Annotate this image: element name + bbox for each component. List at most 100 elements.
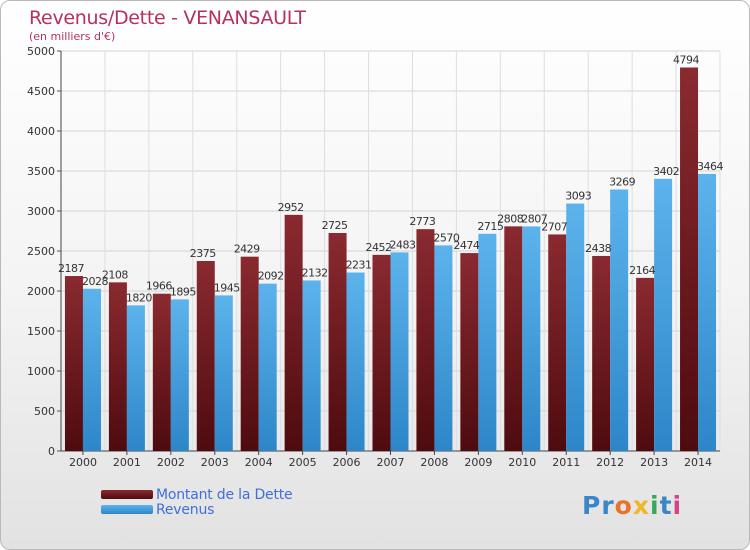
data-label: 3093 xyxy=(565,190,591,203)
logo-letter: t xyxy=(659,491,673,520)
x-tick-label: 2014 xyxy=(684,456,712,469)
legend-item-revenus: Revenus xyxy=(101,501,292,518)
x-tick-label: 2011 xyxy=(552,456,580,469)
y-tick-label: 1000 xyxy=(27,365,55,378)
bar-dette xyxy=(328,233,347,451)
y-tick-label: 1500 xyxy=(27,325,55,338)
y-tick-label: 4500 xyxy=(27,85,55,98)
x-tick-label: 2000 xyxy=(69,456,97,469)
data-label: 2164 xyxy=(629,264,655,277)
logo-letter: P xyxy=(582,491,602,520)
bar-dette xyxy=(416,229,435,451)
bar-revenus xyxy=(346,272,365,451)
bar-dette xyxy=(64,276,83,451)
bar-revenus xyxy=(214,295,233,451)
x-tick-label: 2013 xyxy=(640,456,668,469)
bar-revenus xyxy=(258,283,277,451)
bar-dette xyxy=(592,255,611,451)
data-label: 2438 xyxy=(585,242,611,255)
bar-dette xyxy=(460,253,479,451)
bar-dette xyxy=(504,226,523,451)
data-label: 4794 xyxy=(673,53,699,66)
x-tick-label: 2009 xyxy=(464,456,492,469)
bar-dette xyxy=(284,214,303,451)
data-label: 2028 xyxy=(82,275,108,288)
data-label: 2707 xyxy=(541,220,567,233)
data-label: 2187 xyxy=(58,262,84,275)
bars xyxy=(64,67,717,452)
bar-revenus xyxy=(478,233,497,451)
data-label: 2807 xyxy=(521,212,547,225)
bar-revenus xyxy=(566,203,585,451)
y-tick-label: 3500 xyxy=(27,165,55,178)
logo-letter: i xyxy=(672,491,683,520)
data-label: 2108 xyxy=(102,268,128,281)
bar-dette xyxy=(636,277,655,451)
x-tick-label: 2012 xyxy=(596,456,624,469)
bar-revenus xyxy=(522,226,541,451)
x-tick-label: 2007 xyxy=(377,456,405,469)
x-tick-label: 2002 xyxy=(157,456,185,469)
bar-dette xyxy=(372,254,391,451)
x-tick-label: 2003 xyxy=(201,456,229,469)
bar-revenus xyxy=(126,305,145,451)
x-tick-label: 2010 xyxy=(508,456,536,469)
bar-dette xyxy=(680,67,699,451)
legend-swatch-revenus xyxy=(101,505,153,514)
bar-dette xyxy=(108,282,127,451)
data-label: 2474 xyxy=(453,239,479,252)
data-label: 2952 xyxy=(278,201,304,214)
data-label: 2375 xyxy=(190,247,216,260)
x-tick-label: 2001 xyxy=(113,456,141,469)
bar-revenus xyxy=(434,245,453,451)
data-label: 3464 xyxy=(697,160,723,173)
data-label: 1820 xyxy=(126,291,152,304)
bar-revenus xyxy=(82,288,101,451)
data-label: 2231 xyxy=(346,259,372,272)
legend-label-debt: Montant de la Dette xyxy=(156,486,293,503)
data-label: 1966 xyxy=(146,280,172,293)
x-tick-label: 2006 xyxy=(333,456,361,469)
legend: Montant de la Dette Revenus xyxy=(101,486,293,518)
y-tick-label: 2000 xyxy=(27,285,55,298)
bar-revenus xyxy=(170,299,189,451)
data-label: 2808 xyxy=(497,212,523,225)
legend-swatch-debt xyxy=(101,490,153,499)
bar-revenus xyxy=(654,178,673,451)
y-tick-label: 0 xyxy=(48,445,55,458)
data-label: 3402 xyxy=(653,165,679,178)
chart-title: Revenus/Dette - VENANSAULT xyxy=(29,7,306,29)
x-tick-label: 2005 xyxy=(289,456,317,469)
y-tick-label: 4000 xyxy=(27,125,55,138)
data-label: 2452 xyxy=(366,241,392,254)
logo-letter: x xyxy=(632,491,650,520)
data-label: 1945 xyxy=(214,281,240,294)
data-label: 2715 xyxy=(477,220,503,233)
proxiti-logo: Proxiti xyxy=(582,491,682,520)
data-label: 2773 xyxy=(409,215,435,228)
data-label: 2132 xyxy=(302,266,328,279)
data-label: 1895 xyxy=(170,285,196,298)
legend-label-revenus: Revenus xyxy=(156,501,215,518)
y-tick-label: 3000 xyxy=(27,205,55,218)
bar-dette xyxy=(548,234,567,451)
bar-revenus xyxy=(390,252,409,451)
logo-letter: i xyxy=(650,491,660,520)
data-label: 2570 xyxy=(433,231,459,244)
x-tick-label: 2008 xyxy=(420,456,448,469)
y-tick-label: 5000 xyxy=(27,45,55,58)
x-tick-label: 2004 xyxy=(245,456,273,469)
data-label: 2092 xyxy=(258,270,284,283)
data-label: 2725 xyxy=(322,219,348,232)
chart-subtitle: (en milliers d'€) xyxy=(29,30,116,43)
data-label: 2429 xyxy=(234,243,260,256)
bar-revenus xyxy=(610,189,629,452)
bar-revenus xyxy=(302,280,321,451)
bar-dette xyxy=(196,261,215,451)
y-tick-label: 500 xyxy=(34,405,55,418)
logo-letter: r xyxy=(601,491,615,520)
bar-dette xyxy=(152,293,171,451)
data-label: 2483 xyxy=(390,238,416,251)
